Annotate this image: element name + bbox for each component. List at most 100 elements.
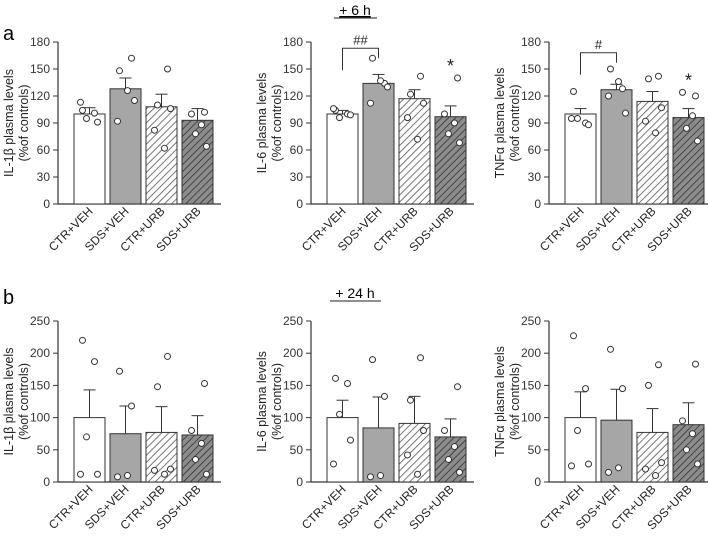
- bar-ctr-urb: [145, 106, 178, 205]
- data-point: [570, 88, 577, 95]
- y-tick-label: 200: [521, 346, 541, 360]
- data-point: [655, 361, 662, 369]
- data-point: [91, 109, 98, 117]
- y-axis-label: IL-6 plasma levels: [255, 351, 269, 452]
- significance-star: *: [685, 70, 692, 90]
- data-point: [454, 74, 461, 82]
- y-tick-label: 250: [283, 314, 303, 328]
- y-tick-label: 30: [528, 170, 542, 184]
- data-point: [642, 465, 649, 473]
- data-point: [151, 126, 158, 134]
- data-point: [414, 135, 421, 143]
- data-point: [91, 358, 98, 366]
- y-tick-label: 150: [521, 62, 541, 76]
- data-point: [116, 67, 123, 75]
- data-point: [456, 468, 463, 476]
- data-point: [124, 472, 131, 480]
- bar-sds-veh: [600, 89, 633, 205]
- data-point: [645, 381, 652, 389]
- data-point: [658, 459, 665, 467]
- y-axis-label: IL-1β plasma levels: [2, 69, 16, 177]
- bar-sds-urb: [434, 116, 467, 205]
- data-point: [619, 85, 626, 93]
- chart-il6-6h: 0 30 60 90 120 150 180 IL-6 plasma levels (%of c…: [255, 32, 474, 254]
- data-point: [83, 433, 90, 441]
- y-tick-label: 120: [30, 89, 50, 103]
- y-axis-label: IL-6 plasma levels: [255, 73, 269, 174]
- data-point: [79, 106, 86, 114]
- y-tick-label: 50: [37, 443, 51, 457]
- data-point: [203, 470, 210, 478]
- data-point: [420, 426, 427, 434]
- y-tick-label: 150: [283, 62, 303, 76]
- y-tick-label: 30: [290, 170, 304, 184]
- data-point: [332, 374, 339, 382]
- y-tick-label: 0: [534, 475, 541, 489]
- data-point: [164, 65, 171, 73]
- data-point: [570, 332, 577, 340]
- data-point: [167, 105, 174, 113]
- bar-ctr-veh: [326, 417, 359, 483]
- timepoint-24h-label: + 24 h: [335, 285, 374, 301]
- data-point: [692, 360, 699, 368]
- data-point: [694, 460, 701, 468]
- y-axis-label: IL-1β plasma levels: [2, 348, 16, 456]
- data-point: [381, 392, 388, 400]
- data-point: [689, 112, 696, 120]
- data-point: [642, 117, 649, 125]
- data-point: [679, 88, 686, 96]
- chart-tnfa-6h: 0 30 60 90 120 150 180 TNFα plasma levels (%of c…: [493, 35, 708, 254]
- data-point: [619, 385, 626, 393]
- data-point: [188, 426, 195, 434]
- y-tick-label: 60: [37, 143, 51, 157]
- data-point: [77, 470, 84, 478]
- bar-ctr-urb: [636, 431, 669, 483]
- y-tick-label: 50: [528, 443, 542, 457]
- data-point: [369, 54, 376, 62]
- data-point: [83, 115, 90, 122]
- bar-ctr-veh: [564, 417, 597, 483]
- y-axis-label: (%of controls): [270, 84, 284, 161]
- data-point: [451, 119, 458, 127]
- y-axis-label: (%of controls): [17, 84, 31, 161]
- data-point: [407, 90, 414, 98]
- data-point: [607, 65, 614, 73]
- data-point: [377, 77, 384, 85]
- y-tick-label: 100: [30, 411, 50, 425]
- significance-star: *: [447, 56, 454, 76]
- data-point: [167, 465, 174, 473]
- data-point: [585, 460, 592, 468]
- data-point: [203, 142, 210, 150]
- data-point: [198, 121, 205, 129]
- data-point: [658, 104, 665, 112]
- data-point: [445, 455, 452, 463]
- significance-bracket: [342, 47, 379, 71]
- data-point: [683, 124, 690, 132]
- timepoint-6h-label: + 6 h: [339, 2, 371, 18]
- y-tick-label: 90: [290, 116, 304, 130]
- data-point: [131, 97, 138, 104]
- data-point: [161, 470, 168, 478]
- data-point: [330, 105, 337, 113]
- data-point: [615, 464, 622, 472]
- data-point: [94, 470, 101, 478]
- bar-sds-veh: [109, 433, 142, 483]
- data-point: [441, 110, 448, 118]
- bar-ctr-veh: [564, 113, 597, 205]
- y-tick-label: 90: [37, 116, 51, 130]
- data-point: [114, 117, 121, 125]
- data-point: [585, 121, 592, 129]
- data-point: [201, 108, 208, 116]
- y-tick-label: 200: [283, 346, 303, 360]
- y-tick-label: 0: [43, 197, 50, 211]
- y-tick-label: 150: [521, 378, 541, 392]
- y-tick-label: 100: [283, 411, 303, 425]
- data-point: [605, 92, 612, 100]
- data-point: [694, 137, 701, 145]
- data-point: [367, 473, 374, 481]
- data-point: [344, 379, 351, 387]
- data-point: [574, 426, 581, 434]
- significance-bracket: [580, 52, 617, 75]
- data-point: [336, 410, 343, 418]
- panel-b-label: b: [3, 287, 14, 309]
